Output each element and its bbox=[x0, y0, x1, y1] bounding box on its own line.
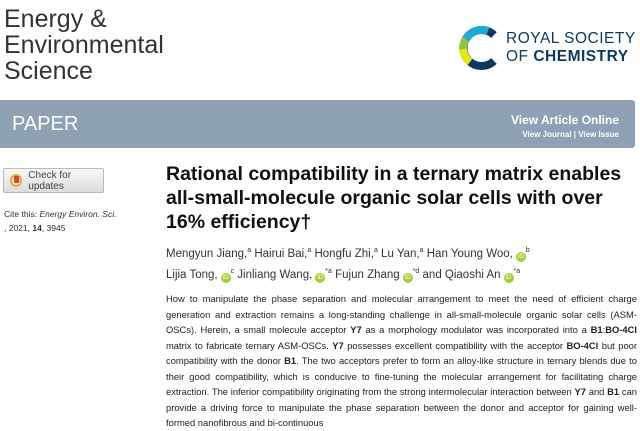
author-list: Mengyun Jiang,a Hairui Bai,a Hongfu Zhi,… bbox=[166, 242, 636, 284]
abstract-text: can provide a driving force to manipulat… bbox=[166, 386, 637, 428]
author-name: Lijia Tong, bbox=[166, 268, 218, 281]
affiliation-mark: *d bbox=[412, 267, 420, 275]
author-name: Hairui Bai, bbox=[254, 247, 308, 260]
check-for-updates-button[interactable]: Check for updates bbox=[3, 168, 104, 193]
cite-label: Cite this: bbox=[4, 209, 40, 219]
compound-name: B1 bbox=[590, 324, 603, 335]
affiliation-mark: a bbox=[247, 247, 252, 254]
journal-name: Energy & Environmental Science bbox=[4, 6, 164, 84]
orcid-icon[interactable]: iD bbox=[220, 272, 231, 283]
compound-name: Y7 bbox=[332, 339, 344, 351]
abstract-text: : bbox=[602, 324, 606, 335]
affiliation-mark: *a bbox=[513, 267, 521, 275]
article-type-banner: PAPER View Article Online View Journal |… bbox=[0, 100, 635, 148]
abstract-text: as a morphology modulator was incorporat… bbox=[361, 324, 591, 335]
abstract: How to manipulate the phase separation a… bbox=[166, 291, 637, 431]
compound-name: BO-4Cl bbox=[566, 339, 599, 351]
article-type: PAPER bbox=[12, 113, 79, 135]
journal-line: Energy & bbox=[4, 5, 107, 33]
affiliation-mark: b bbox=[525, 247, 530, 254]
author: Jinliang Wang, iD*a bbox=[237, 267, 332, 283]
author: and Qiaoshi An iD*a bbox=[422, 267, 521, 283]
author-name: Lu Yan, bbox=[381, 247, 420, 260]
abstract-text: but poor compatibility with the donor bbox=[166, 339, 637, 367]
author-name: Jinliang Wang, bbox=[237, 268, 313, 281]
compound-name: Y7 bbox=[574, 386, 586, 397]
author: Lijia Tong, iDc bbox=[166, 267, 235, 283]
separator: | bbox=[571, 130, 579, 139]
affiliation-mark: a bbox=[307, 247, 312, 254]
orcid-icon[interactable]: iD bbox=[315, 272, 326, 283]
orcid-icon[interactable]: iD bbox=[515, 251, 526, 262]
journal-line: Environmental bbox=[4, 31, 164, 59]
citation: Cite this: Energy Environ. Sci. , 2021, … bbox=[4, 207, 116, 235]
cite-page: , 3945 bbox=[41, 223, 66, 233]
author: Hairui Bai,a bbox=[254, 247, 312, 260]
view-issue-link[interactable]: View Issue bbox=[578, 130, 619, 139]
affiliation-mark: a bbox=[373, 247, 378, 254]
crossmark-icon bbox=[10, 174, 23, 187]
publisher-chemistry: CHEMISTRY bbox=[533, 48, 629, 65]
compound-name: B1 bbox=[607, 386, 620, 397]
publisher-line: ROYAL SOCIETY bbox=[506, 30, 636, 47]
affiliation-mark: a bbox=[419, 247, 424, 254]
article-title: Rational compatibility in a ternary matr… bbox=[166, 163, 622, 233]
author-name: Fujun Zhang bbox=[335, 268, 400, 281]
author-name: Han Young Woo, bbox=[426, 247, 513, 260]
cite-volume: 14 bbox=[32, 223, 42, 233]
author: Han Young Woo, iDb bbox=[426, 247, 530, 262]
author: Mengyun Jiang,a bbox=[166, 247, 252, 260]
compound-name: BO-4Cl bbox=[605, 324, 637, 335]
abstract-text: possesses excellent compatibility with t… bbox=[343, 339, 567, 351]
compound-name: Y7 bbox=[350, 324, 362, 335]
orcid-icon[interactable]: iD bbox=[503, 272, 514, 283]
author: Fujun Zhang iD*d bbox=[335, 267, 420, 283]
abstract-text: matrix to fabricate ternary ASM-OSCs. bbox=[166, 339, 333, 351]
affiliation-mark: *a bbox=[325, 267, 332, 275]
author: Lu Yan,a bbox=[381, 247, 424, 260]
check-updates-label: Check for updates bbox=[28, 169, 72, 192]
view-article-online-link[interactable]: View Article Online bbox=[510, 113, 619, 127]
abstract-text: . The two acceptors prefer to form an al… bbox=[166, 355, 637, 397]
view-journal-link[interactable]: View Journal bbox=[522, 130, 572, 139]
publisher-of: OF bbox=[506, 48, 534, 65]
cite-year: , 2021, bbox=[4, 223, 33, 233]
abstract-text: How to manipulate the phase separation a… bbox=[166, 293, 637, 335]
abstract-text: and bbox=[585, 386, 608, 397]
view-links: View Journal | View Issue bbox=[522, 130, 619, 139]
orcid-icon[interactable]: iD bbox=[402, 272, 413, 283]
author-name: Mengyun Jiang, bbox=[166, 247, 248, 260]
cite-journal: Energy Environ. Sci. bbox=[39, 209, 117, 219]
compound-name: B1 bbox=[284, 355, 297, 366]
rsc-logo: ROYAL SOCIETY OF CHEMISTRY bbox=[458, 25, 636, 71]
author-name: Hongfu Zhi, bbox=[314, 247, 374, 260]
author: Hongfu Zhi,a bbox=[314, 247, 378, 260]
affiliation-mark: c bbox=[230, 267, 235, 275]
journal-line: Science bbox=[4, 57, 93, 85]
rsc-c-icon bbox=[458, 25, 497, 70]
author-name: and Qiaoshi An bbox=[422, 268, 501, 281]
